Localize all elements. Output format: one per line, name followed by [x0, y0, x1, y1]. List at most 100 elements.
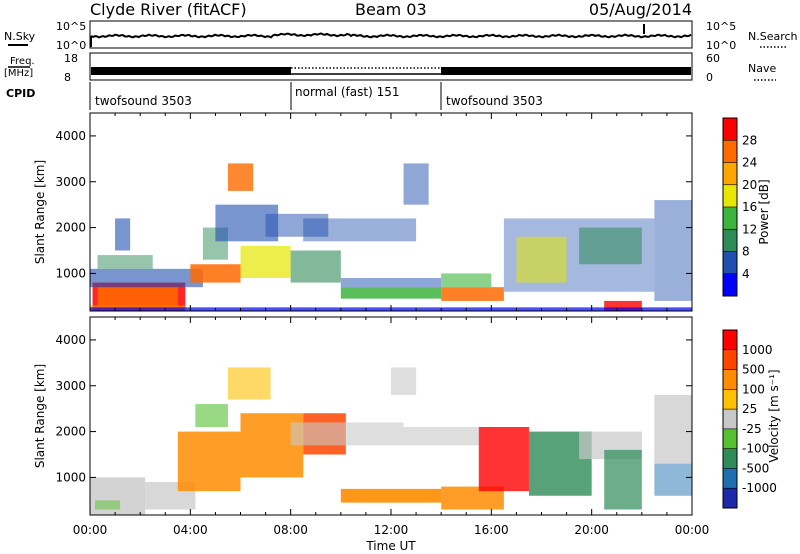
colorbar-tick-label: 100 — [742, 382, 765, 396]
power-axes: 1000 2000 3000 4000 — [55, 113, 693, 311]
colorbar-tick-label: 8 — [742, 245, 750, 259]
echo-cell — [240, 245, 291, 278]
x-ticklabels: 00:00 04:00 08:00 12:00 16:00 20:00 00:00 — [73, 523, 710, 537]
cpid-label: CPID — [6, 87, 35, 100]
colorbar-tick-label: -500 — [742, 461, 769, 475]
echo-cell — [115, 218, 131, 251]
nsearch-label: N.Search — [748, 30, 798, 43]
freq-tick-top: 18 — [64, 52, 78, 65]
freq-panel — [89, 52, 693, 81]
echo-cell — [95, 500, 121, 510]
echo-cell — [340, 278, 442, 288]
colorbar-swatch — [723, 389, 737, 410]
echo-cell — [441, 287, 504, 301]
echo-cell — [265, 213, 329, 237]
nsky-tick-top: 10^5 — [56, 20, 86, 33]
y-tick-label: 4000 — [55, 129, 86, 143]
freq-bar-3 — [441, 67, 691, 75]
echo-cell — [303, 218, 417, 242]
x-tick-label: 00:00 — [73, 523, 108, 537]
y-tick-label: 1000 — [55, 266, 86, 280]
x-tick-label: 00:00 — [675, 523, 710, 537]
colorbar-swatch — [723, 349, 737, 370]
station-title: Clyde River (fitACF) — [90, 0, 247, 19]
echo-cell — [97, 255, 153, 269]
colorbar-tick-label: 1000 — [742, 343, 773, 357]
echo-cell — [579, 227, 642, 265]
colorbar-swatch — [723, 330, 737, 350]
colorbar-tick-label: 24 — [742, 156, 757, 170]
y-tick-label: 4000 — [55, 333, 86, 347]
x-tick-label: 12:00 — [374, 523, 409, 537]
colorbar-frame — [722, 329, 738, 509]
power-panel: 1000 2000 3000 4000 Slant Range [km] — [33, 112, 693, 312]
freq-label-line1: Freq. — [10, 56, 35, 67]
beam-label: Beam 03 — [355, 0, 427, 19]
cpid-segment-1: twofsound 3503 — [95, 94, 192, 108]
nave-label: Nave — [748, 62, 776, 75]
colorbar-tick-label: 500 — [742, 363, 765, 377]
cpid-segment-3: twofsound 3503 — [446, 94, 543, 108]
colorbar-swatch — [723, 448, 737, 469]
colorbar-tick-label: 20 — [742, 178, 757, 192]
y-tick-label: 2000 — [55, 425, 86, 439]
y-tick-label: 3000 — [55, 379, 86, 393]
freq-tick-bottom: 8 — [64, 71, 71, 84]
y-tick-label: 1000 — [55, 470, 86, 484]
colorbar-tick-label: 16 — [742, 200, 757, 214]
echo-cell — [227, 367, 271, 400]
colorbar-swatch — [723, 207, 737, 230]
echo-cell — [403, 427, 479, 446]
nsky-tick-bottom: 10^0 — [56, 39, 86, 52]
nsearch-tick-top: 10^5 — [706, 20, 736, 33]
x-tick-label: 08:00 — [273, 523, 308, 537]
echo-cell — [654, 200, 692, 301]
power-colorbar-label: Power [dB] — [757, 179, 771, 244]
echo-cell — [177, 431, 241, 492]
x-tick-label: 04:00 — [173, 523, 208, 537]
nsky-label: N.Sky — [4, 30, 36, 43]
colorbar-swatch — [723, 184, 737, 207]
echo-cell — [195, 404, 228, 427]
nsearch-tick-bottom: 10^0 — [706, 39, 736, 52]
date-label: 05/Aug/2014 — [589, 0, 692, 19]
velocity-axes: 1000 2000 3000 4000 — [55, 317, 693, 515]
echo-cell — [290, 250, 341, 283]
nsky-trace — [90, 32, 692, 39]
freq-label-line2: [MHz] — [4, 68, 33, 79]
echo-cell — [190, 264, 241, 283]
velocity-colorbar-label: Velocity [m s⁻¹] — [767, 369, 781, 462]
x-tick-label: 20:00 — [574, 523, 609, 537]
nave-tick-top: 60 — [706, 52, 720, 65]
colorbar-swatch — [723, 428, 737, 449]
echo-cell — [391, 367, 417, 395]
velocity-ylabel: Slant Range [km] — [33, 364, 47, 468]
colorbar-swatch — [723, 468, 737, 489]
colorbar-swatch — [723, 162, 737, 185]
colorbar-swatch — [723, 229, 737, 252]
x-tick-label: 16:00 — [474, 523, 509, 537]
colorbar-swatch — [723, 273, 737, 296]
colorbar-tick-label: 25 — [742, 402, 757, 416]
colorbar-tick-label: 4 — [742, 267, 750, 281]
power-ylabel: Slant Range [km] — [33, 160, 47, 264]
velocity-panel: 1000 2000 3000 4000 Slant Range [km] — [33, 316, 693, 516]
power-colorbar: 4 8 12 16 20 24 28 — [722, 117, 757, 297]
colorbar-tick-label: 12 — [742, 222, 757, 236]
echo-cell — [441, 486, 504, 510]
echo-cell — [227, 163, 254, 191]
cpid-segment-2: normal (fast) 151 — [295, 85, 399, 99]
y-tick-label: 2000 — [55, 221, 86, 235]
colorbar-tick-label: -100 — [742, 442, 769, 456]
echo-cell — [604, 300, 642, 311]
colorbar-tick-label: -1000 — [742, 481, 777, 495]
velocity-colorbar: 1000 500 100 25 -25 -100 -500 -1000 — [722, 329, 777, 509]
colorbar-swatch — [723, 140, 737, 163]
echo-cell — [604, 449, 642, 510]
colorbar-swatch — [723, 118, 737, 141]
nave-tick-bottom: 0 — [706, 71, 713, 84]
echo-cell — [90, 268, 203, 288]
echo-cell — [290, 422, 404, 446]
echo-cell — [403, 163, 429, 205]
